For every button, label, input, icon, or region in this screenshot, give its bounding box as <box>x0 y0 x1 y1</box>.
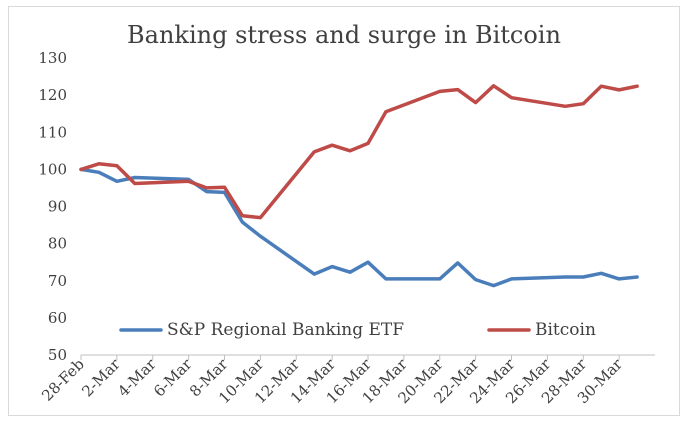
series-line-s-p-regional-banking-etf <box>79 167 639 288</box>
x-tick-label: 2-Mar <box>78 355 124 401</box>
series-layer <box>79 84 639 288</box>
legend-label: S&P Regional Banking ETF <box>167 320 404 340</box>
y-tick-label: 120 <box>38 86 67 104</box>
legend: S&P Regional Banking ETF Bitcoin <box>119 320 596 340</box>
y-tick-label: 60 <box>48 309 67 327</box>
line-chart: Banking stress and surge in Bitcoin 50 60… <box>38 21 655 407</box>
chart-title: Banking stress and surge in Bitcoin <box>127 21 561 49</box>
y-tick-label: 100 <box>38 160 67 178</box>
y-tick-label: 130 <box>38 49 67 67</box>
x-tick-label: 6-Mar <box>150 355 196 401</box>
y-tick-label: 70 <box>48 272 67 290</box>
legend-label: Bitcoin <box>535 320 596 340</box>
y-tick-label: 110 <box>38 123 67 141</box>
y-tick-label: 90 <box>48 198 67 216</box>
x-axis: 28-Feb2-Mar4-Mar6-Mar8-Mar10-Mar12-Mar14… <box>38 354 655 407</box>
y-tick-label: 80 <box>48 235 67 253</box>
x-tick-label: 4-Mar <box>114 355 160 401</box>
chart-frame: Banking stress and surge in Bitcoin 50 60… <box>8 6 680 416</box>
y-tick-label: 50 <box>48 346 67 364</box>
series-line-bitcoin <box>79 84 639 220</box>
y-axis: 50 60 70 80 90 100 110 120 130 <box>38 49 67 364</box>
